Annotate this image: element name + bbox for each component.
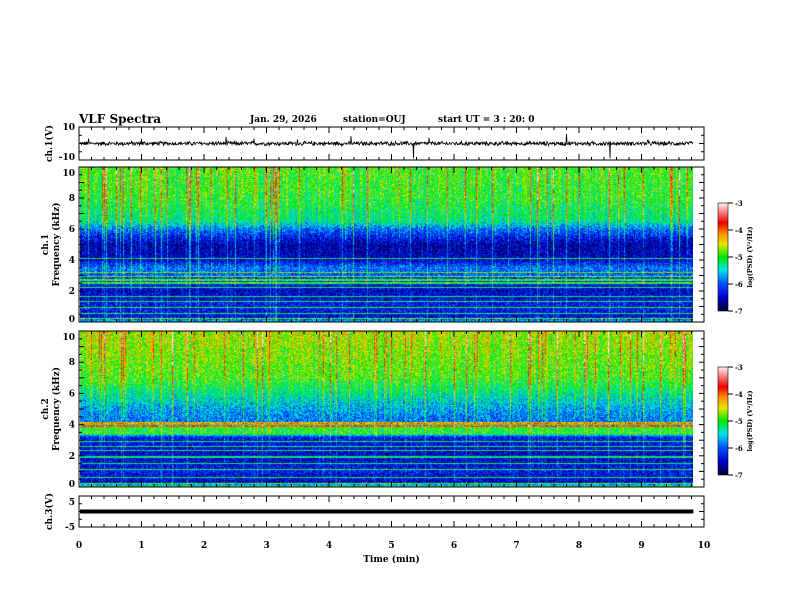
- x-tick-label: 0: [76, 541, 82, 551]
- y-tick-label: 8: [69, 358, 75, 368]
- colorbar-tick-label: -5: [735, 253, 743, 262]
- y-tick-label: 6: [69, 389, 75, 399]
- station-label: station=OUJ: [343, 115, 406, 125]
- y-tick-label: -10: [59, 153, 75, 163]
- y-axis-label: Frequency (kHz): [51, 202, 62, 286]
- colorbar-label: log(PSD) (V²/Hz): [746, 390, 754, 451]
- colorbar-tick-label: -3: [735, 199, 743, 208]
- colorbar-frame: [717, 366, 729, 476]
- y-tick-label: 0: [69, 315, 75, 325]
- y-tick-label: 6: [69, 225, 75, 235]
- y-axis-label: ch.1: [41, 234, 51, 255]
- x-tick-label: 1: [138, 541, 144, 551]
- colorbar-label: log(PSD) (V²/Hz): [746, 226, 754, 287]
- colorbar-tick-label: -7: [735, 471, 743, 480]
- start-time-label: start UT = 3 : 20: 0: [438, 115, 535, 125]
- colorbar-tick-label: -6: [735, 280, 743, 289]
- ch1-spectrogram-frame: [78, 166, 705, 323]
- y-tick-label: 2: [69, 452, 75, 462]
- figure-title: VLF Spectra: [79, 112, 162, 126]
- ch1-colorbar: [718, 203, 728, 311]
- y-tick-label: 2: [69, 287, 75, 297]
- y-tick-label: 4: [69, 256, 75, 266]
- colorbar-tick-label: -4: [735, 226, 743, 235]
- ch1-spectrogram-image: [80, 167, 693, 322]
- date-label: Jan. 29, 2026: [250, 115, 317, 125]
- x-tick-label: 5: [388, 541, 394, 551]
- y-axis-label: ch.1(V): [44, 125, 55, 162]
- y-tick-label: -5: [65, 523, 75, 533]
- y-axis-label: Frequency (kHz): [51, 367, 62, 451]
- x-tick-label: 6: [451, 541, 457, 551]
- x-tick-label: 9: [638, 541, 644, 551]
- colorbar-tick-label: -5: [735, 417, 743, 426]
- ch2-spectrogram-image: [80, 331, 693, 487]
- x-tick-label: 10: [698, 541, 711, 551]
- y-tick-label: 10: [62, 169, 75, 179]
- ch2-spectrogram-frame: [78, 330, 705, 488]
- y-tick-label: 10: [62, 123, 75, 133]
- y-tick-label: 4: [69, 421, 75, 431]
- x-tick-label: 2: [201, 541, 207, 551]
- x-tick-label: 7: [513, 541, 519, 551]
- y-tick-label: 10: [62, 333, 75, 343]
- y-tick-label: 5: [69, 498, 75, 508]
- colorbar-tick-label: -7: [735, 307, 743, 316]
- ch1-trace: [79, 133, 694, 159]
- colorbar-frame: [717, 202, 729, 312]
- x-tick-label: 4: [326, 541, 332, 551]
- y-axis-label: ch.3(V): [44, 493, 55, 530]
- colorbar-tick-label: -3: [735, 363, 743, 372]
- x-axis-label: Time (min): [363, 554, 420, 565]
- colorbar-tick-label: -6: [735, 444, 743, 453]
- x-tick-label: 8: [576, 541, 582, 551]
- y-tick-label: 8: [69, 194, 75, 204]
- x-tick-label: 3: [263, 541, 269, 551]
- ch2-colorbar: [718, 367, 728, 475]
- y-tick-label: 0: [69, 480, 75, 490]
- y-axis-label: ch.2: [41, 398, 51, 419]
- colorbar-tick-label: -4: [735, 390, 743, 399]
